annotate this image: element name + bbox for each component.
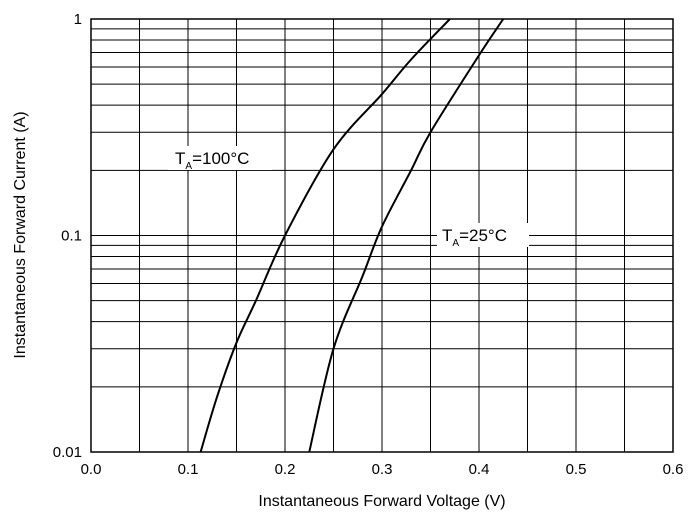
annotation-layer: TA=100°C TA=25°C xyxy=(168,146,529,249)
series-line-25c xyxy=(308,18,505,453)
annotation-100c-sub: A xyxy=(185,161,192,172)
x-tick-label: 0.5 xyxy=(566,461,587,478)
annotation-100c-main: T xyxy=(175,149,185,168)
annotation-100c-background xyxy=(168,146,272,170)
x-axis-label: Instantaneous Forward Voltage (V) xyxy=(258,493,505,510)
annotation-25c-background xyxy=(437,223,529,247)
x-tick-label: 0.0 xyxy=(81,461,102,478)
svg-text:TA=100°C: TA=100°C xyxy=(175,149,249,172)
x-tick-label: 0.4 xyxy=(469,461,490,478)
annotation-25c: TA=25°C xyxy=(437,223,529,249)
x-tick-label: 0.3 xyxy=(372,461,393,478)
annotation-100c-rest: =100°C xyxy=(192,149,249,168)
grid xyxy=(90,18,674,453)
y-tick-label: 0.01 xyxy=(53,444,82,461)
y-tick-label: 1 xyxy=(74,11,82,28)
x-tick-label: 0.6 xyxy=(663,461,684,478)
annotation-25c-main: T xyxy=(442,226,452,245)
series-line-100c xyxy=(199,18,451,453)
annotation-25c-sub: A xyxy=(452,238,459,249)
plot-frame xyxy=(90,18,674,453)
x-tick-label: 0.1 xyxy=(178,461,199,478)
y-axis-label: Instantaneous Forward Current (A) xyxy=(12,111,29,358)
annotation-100c: TA=100°C xyxy=(168,146,272,172)
x-tick-label: 0.2 xyxy=(275,461,296,478)
series-layer xyxy=(199,18,505,453)
tick-labels: 0.0 0.1 0.2 0.3 0.4 0.5 0.6 0.01 0.1 1 xyxy=(53,11,684,478)
y-tick-label: 0.1 xyxy=(61,228,82,245)
svg-text:TA=25°C: TA=25°C xyxy=(442,226,507,249)
annotation-25c-rest: =25°C xyxy=(459,226,507,245)
